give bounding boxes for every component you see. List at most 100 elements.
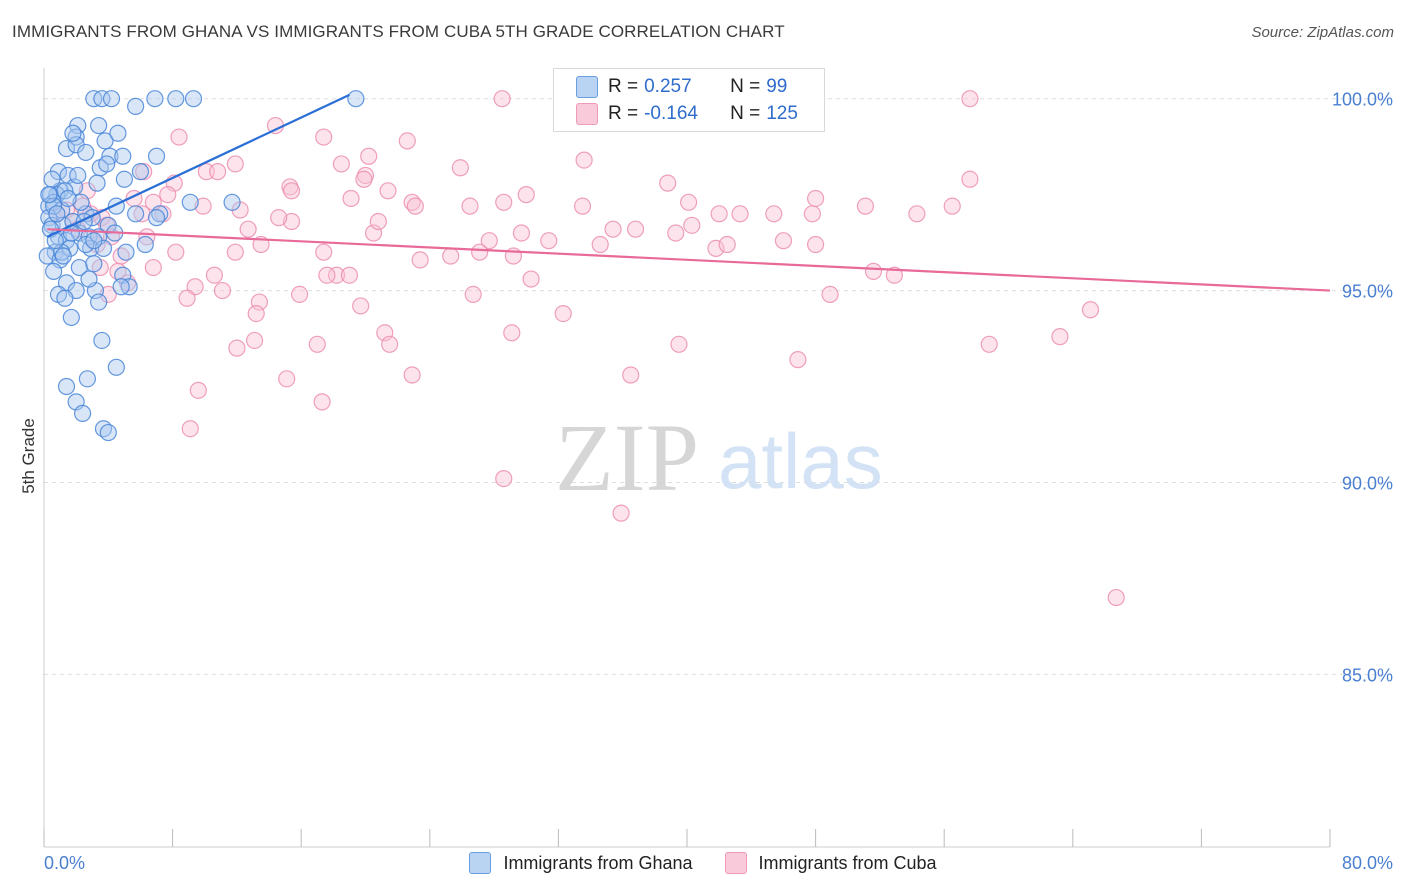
cuba-point bbox=[318, 266, 336, 284]
ghana-point bbox=[85, 255, 103, 273]
grid-lines bbox=[44, 98, 1393, 675]
cuba-point bbox=[1081, 301, 1100, 319]
ghana-point bbox=[184, 90, 203, 108]
cuba-point bbox=[398, 132, 416, 150]
cuba-point bbox=[355, 170, 373, 188]
cuba-point bbox=[943, 197, 961, 215]
cuba-point bbox=[403, 366, 421, 384]
cuba-point bbox=[495, 193, 513, 211]
ghana-points bbox=[38, 90, 365, 442]
cuba-point bbox=[181, 420, 199, 438]
cuba-point bbox=[442, 247, 460, 265]
ghana-point bbox=[181, 193, 199, 211]
cuba-point bbox=[540, 232, 558, 250]
x-tick-label-min: 0.0% bbox=[44, 853, 85, 873]
watermark-atlas: atlas bbox=[718, 417, 883, 505]
cuba-trendline bbox=[47, 228, 1331, 292]
cuba-point bbox=[342, 189, 360, 208]
ghana-point bbox=[114, 147, 132, 165]
cuba-point bbox=[554, 304, 572, 323]
ghana-point bbox=[45, 262, 63, 280]
cuba-point bbox=[170, 128, 188, 146]
cuba-point bbox=[406, 197, 424, 215]
cuba-point bbox=[282, 212, 301, 231]
ghana-point bbox=[96, 132, 114, 150]
ghana-point bbox=[167, 90, 185, 108]
cuba-point bbox=[209, 163, 227, 181]
ghana-point bbox=[69, 166, 87, 185]
y-axis-label: 5th Grade bbox=[19, 418, 38, 494]
chart-source: Source: ZipAtlas.com bbox=[1251, 24, 1394, 41]
ghana-point bbox=[54, 247, 72, 265]
ghana-point bbox=[73, 404, 92, 422]
cuba-point bbox=[340, 266, 359, 284]
ghana-point bbox=[147, 209, 166, 227]
cuba-point bbox=[247, 304, 265, 323]
cuba-point bbox=[980, 335, 998, 353]
r-value: 0.257 bbox=[644, 76, 692, 97]
ghana-point bbox=[102, 90, 121, 108]
cuba-points bbox=[48, 90, 1125, 607]
r-label: R = bbox=[608, 103, 639, 124]
n-label: N = bbox=[730, 76, 761, 97]
ghana-point bbox=[59, 189, 77, 208]
cuba-point bbox=[461, 197, 479, 215]
cuba-point bbox=[765, 205, 783, 223]
ghana-point bbox=[107, 358, 125, 376]
ghana-point bbox=[131, 163, 150, 181]
ghana-point bbox=[43, 170, 61, 188]
ghana-point bbox=[115, 170, 133, 188]
cuba-point bbox=[522, 270, 540, 288]
cuba-point bbox=[659, 174, 677, 192]
cuba-point bbox=[159, 186, 177, 204]
ghana-point bbox=[85, 232, 103, 250]
cuba-point bbox=[604, 220, 622, 238]
cuba-point bbox=[667, 224, 685, 242]
ghana-point bbox=[127, 205, 145, 223]
legend-item-cuba: Immigrants from Cuba bbox=[724, 852, 937, 874]
legend-item-ghana: Immigrants from Ghana bbox=[469, 852, 693, 874]
ghana-point bbox=[117, 243, 135, 261]
cuba-point bbox=[517, 186, 535, 204]
cuba-point bbox=[352, 297, 370, 315]
trend-lines bbox=[46, 93, 1331, 292]
cuba-point bbox=[512, 224, 531, 242]
cuba-point bbox=[806, 189, 825, 208]
cuba-point bbox=[821, 285, 839, 304]
cuba-point bbox=[278, 370, 296, 388]
cuba-point bbox=[683, 216, 701, 234]
cuba-point bbox=[327, 266, 346, 284]
ghana-point bbox=[147, 147, 166, 165]
cuba-point bbox=[308, 335, 326, 353]
cuba-point bbox=[282, 182, 301, 200]
cuba-point bbox=[803, 205, 821, 223]
ghana-point bbox=[112, 278, 130, 296]
r-value: -0.164 bbox=[644, 103, 698, 124]
y-tick-label: 100.0% bbox=[1332, 90, 1393, 110]
cuba-point bbox=[270, 209, 288, 227]
cuba-point bbox=[573, 197, 592, 215]
cuba-point bbox=[144, 258, 162, 277]
x-tick-label-max: 80.0% bbox=[1342, 853, 1393, 873]
cuba-point bbox=[774, 232, 793, 250]
ghana-point bbox=[80, 270, 98, 288]
cuba-point bbox=[290, 285, 309, 304]
y-axis-tick-labels: 100.0% 95.0% 90.0% 85.0% bbox=[1332, 90, 1393, 686]
cuba-point bbox=[612, 504, 630, 522]
legend-row-ghana: R = 0.257 N = 99 bbox=[576, 74, 787, 100]
cuba-point bbox=[789, 351, 807, 369]
ghana-point bbox=[93, 90, 111, 108]
cuba-point bbox=[575, 151, 593, 169]
cuba-point bbox=[806, 235, 825, 254]
cuba-point bbox=[245, 331, 264, 350]
series-legend: Immigrants from Ghana Immigrants from Cu… bbox=[0, 852, 1406, 874]
cuba-legend-swatch bbox=[724, 852, 747, 874]
ghana-point bbox=[136, 235, 154, 254]
ghana-point bbox=[98, 155, 116, 173]
y-tick-label: 95.0% bbox=[1342, 282, 1393, 302]
cuba-point bbox=[369, 212, 387, 231]
cuba-point bbox=[961, 170, 979, 188]
cuba-point bbox=[464, 285, 482, 304]
cuba-point bbox=[908, 205, 926, 223]
